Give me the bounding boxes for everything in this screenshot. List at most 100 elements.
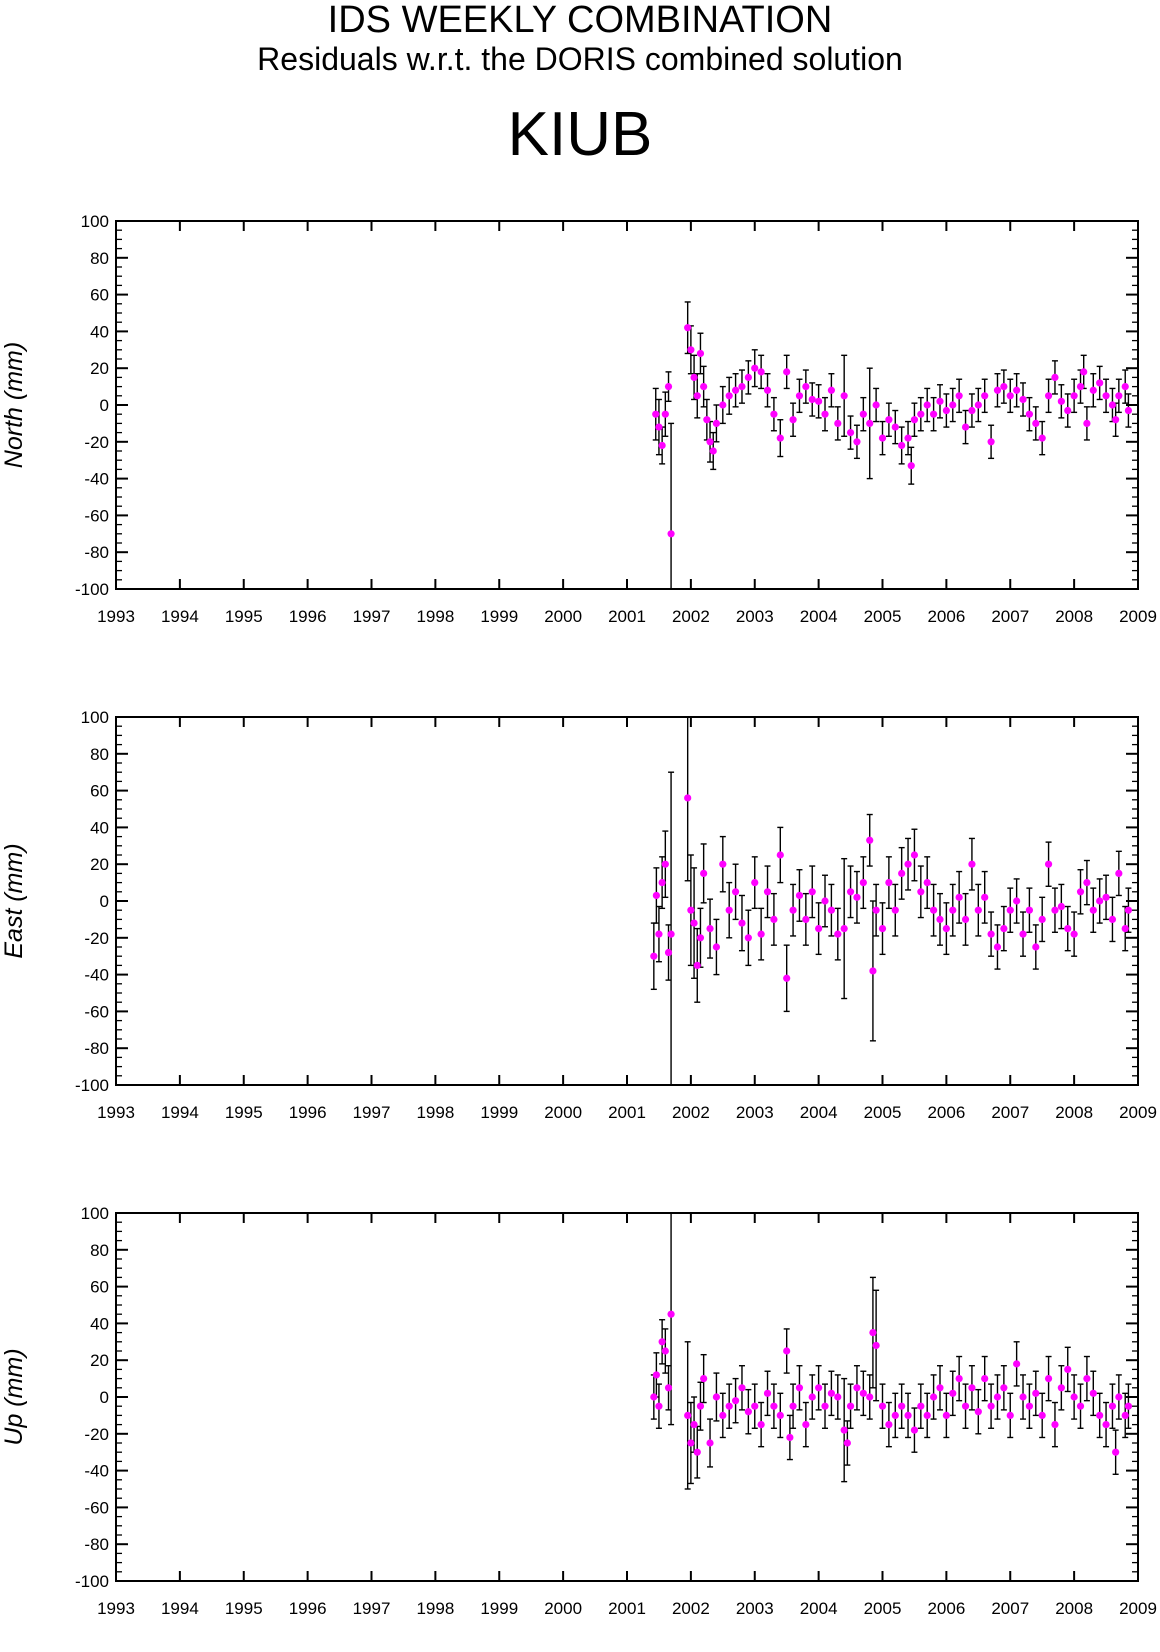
north-data-point xyxy=(1080,368,1088,376)
north-data-point xyxy=(1025,410,1034,418)
north-data-point xyxy=(1124,406,1133,415)
north-x-tick-label: 2000 xyxy=(544,607,582,626)
east-y-tick-label: 40 xyxy=(90,818,109,837)
up-y-tick-label: -100 xyxy=(75,1572,109,1591)
north-data-point xyxy=(866,419,874,427)
up-data-point xyxy=(1096,1411,1104,1419)
up-data-point xyxy=(930,1393,938,1401)
up-data-point xyxy=(843,1439,851,1447)
up-data-point xyxy=(655,1402,663,1410)
east-y-tick-label: 80 xyxy=(90,745,109,764)
east-data-series xyxy=(650,717,1133,1085)
east-y-tick-label: 100 xyxy=(81,708,109,727)
north-data-point xyxy=(930,410,938,418)
north-data-point xyxy=(1032,419,1040,427)
up-x-tick-label: 2006 xyxy=(927,1599,965,1618)
up-data-point xyxy=(1006,1411,1014,1419)
east-data-point xyxy=(917,888,925,896)
east-data-point xyxy=(731,888,740,896)
north-data-point xyxy=(859,410,867,418)
east-data-point xyxy=(904,860,912,868)
north-x-tick-label: 1995 xyxy=(225,607,263,626)
east-data-point xyxy=(827,906,836,914)
east-data-point xyxy=(885,879,893,887)
north-data-point xyxy=(974,401,982,409)
north-data-point xyxy=(802,383,810,391)
up-data-series xyxy=(650,1213,1133,1490)
up-data-point xyxy=(1124,1402,1133,1410)
north-data-point xyxy=(923,401,931,409)
north-data-point xyxy=(1083,419,1091,427)
up-y-tick-label: -20 xyxy=(84,1425,109,1444)
up-data-point xyxy=(776,1411,784,1419)
east-x-tick-label: 2004 xyxy=(800,1103,838,1122)
north-x-tick-label: 1993 xyxy=(97,607,135,626)
up-data-point xyxy=(1089,1389,1097,1397)
north-data-point xyxy=(853,438,861,446)
east-data-point xyxy=(795,891,804,900)
east-y-tick-label: -40 xyxy=(84,966,109,985)
up-x-tick-label: 2009 xyxy=(1119,1599,1157,1618)
east-data-point xyxy=(652,891,660,900)
north-data-point xyxy=(684,324,692,332)
east-data-point xyxy=(650,952,658,960)
north-data-point xyxy=(1019,395,1027,404)
north-data-point xyxy=(834,419,842,427)
north-data-point xyxy=(725,392,733,400)
north-y-tick-label: -60 xyxy=(84,506,109,525)
north-data-point xyxy=(987,438,995,446)
north-y-tick-label: 40 xyxy=(90,322,109,341)
east-data-point xyxy=(789,906,797,914)
east-data-point xyxy=(744,934,752,942)
up-data-point xyxy=(891,1411,899,1419)
up-data-point xyxy=(1051,1421,1059,1429)
up-y-tick-label: -40 xyxy=(84,1462,109,1481)
up-data-point xyxy=(690,1421,698,1429)
north-data-point xyxy=(1000,383,1008,391)
up-x-tick-label: 1994 xyxy=(161,1599,199,1618)
up-data-point xyxy=(1000,1384,1008,1392)
east-data-point xyxy=(1115,869,1123,877)
north-data-point xyxy=(961,423,970,431)
north-y-tick-label: 20 xyxy=(90,359,109,378)
up-x-tick-label: 2000 xyxy=(544,1599,582,1618)
up-data-point xyxy=(744,1408,752,1416)
east-data-point xyxy=(687,906,695,914)
north-data-point xyxy=(1108,401,1117,409)
north-x-tick-label: 2001 xyxy=(608,607,646,626)
north-data-point xyxy=(1064,406,1072,415)
east-data-point xyxy=(930,906,938,914)
east-data-point xyxy=(1006,906,1014,914)
north-data-point xyxy=(731,386,740,394)
station-name: KIUB xyxy=(507,100,653,169)
north-data-point xyxy=(981,392,989,400)
east-data-point xyxy=(923,879,931,887)
north-x-tick-label: 2002 xyxy=(672,607,710,626)
east-x-tick-label: 2008 xyxy=(1055,1103,1093,1122)
up-data-point xyxy=(904,1411,912,1419)
north-x-tick-label: 1996 xyxy=(289,607,327,626)
east-data-point xyxy=(955,893,963,901)
east-data-point xyxy=(1076,888,1085,896)
east-y-tick-label: -100 xyxy=(75,1076,109,1095)
north-data-point xyxy=(770,410,778,418)
east-y-tick-label: -20 xyxy=(84,929,109,948)
north-data-point xyxy=(776,434,784,442)
east-data-point xyxy=(661,860,669,868)
up-data-point xyxy=(821,1402,829,1410)
north-data-point xyxy=(993,386,1002,394)
north-data-point xyxy=(808,395,816,404)
north-data-point xyxy=(872,401,880,409)
up-data-point xyxy=(1064,1365,1072,1373)
up-data-point xyxy=(872,1341,880,1350)
north-x-tick-label: 2006 xyxy=(927,607,965,626)
east-x-tick-label: 2002 xyxy=(672,1103,710,1122)
east-data-point xyxy=(974,906,982,914)
east-x-tick-label: 1995 xyxy=(225,1103,263,1122)
north-data-point xyxy=(763,386,772,394)
up-data-point xyxy=(1083,1375,1091,1383)
up-data-point xyxy=(1115,1393,1123,1401)
up-data-point xyxy=(866,1393,874,1401)
north-data-point xyxy=(703,416,711,424)
east-data-point xyxy=(878,925,887,933)
